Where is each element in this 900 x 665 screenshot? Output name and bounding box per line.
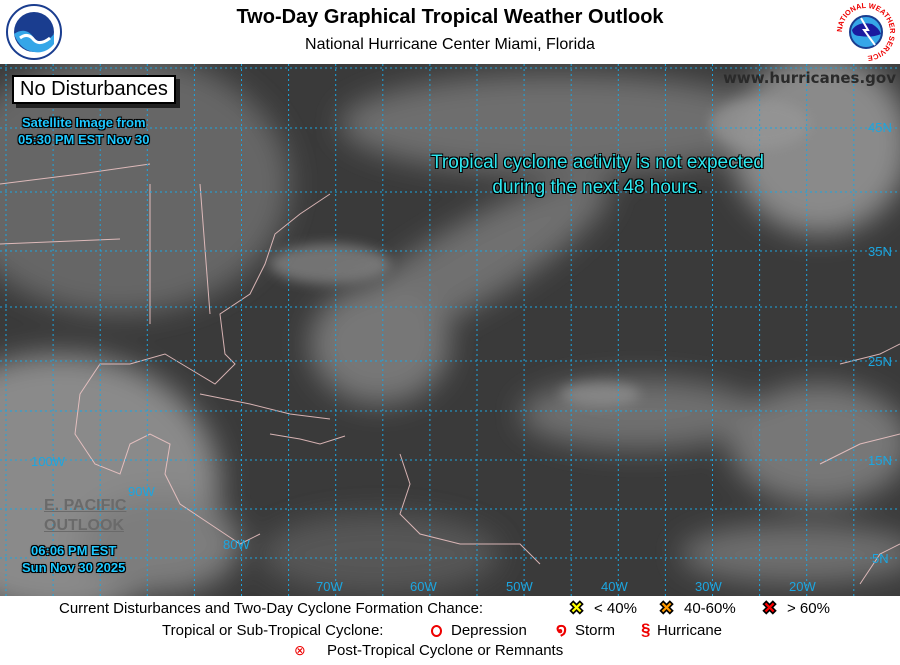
storm-label: Storm [575, 622, 616, 639]
header: Two-Day Graphical Tropical Weather Outlo… [0, 0, 900, 64]
nws-logo: NATIONAL WEATHER SERVICE [836, 2, 896, 62]
satellite-imagery [0, 64, 900, 596]
cyclone-label: Tropical or Sub-Tropical Cyclone: [162, 622, 384, 639]
high-chance-label: > 60% [787, 600, 830, 617]
x-icon-medium: ✖ [658, 598, 675, 619]
epac-line2: OUTLOOK [44, 517, 124, 534]
storm-icon: ໑ [556, 620, 567, 639]
time-line1: 06:06 PM EST [31, 543, 117, 558]
lat-lon-grid [0, 64, 900, 596]
lat-label: 35N [868, 244, 892, 259]
x-icon-low: ✖ [568, 598, 585, 619]
noaa-logo [6, 4, 62, 60]
message-line1: Tropical cyclone activity is not expecte… [430, 152, 764, 173]
lon-label: 30W [695, 579, 722, 594]
time-line2: Sun Nov 30 2025 [22, 560, 126, 575]
post-tropical-icon: ⊗ [294, 642, 306, 658]
lon-label: 80W [223, 537, 250, 552]
lat-label: 45N [868, 120, 892, 135]
lon-label: 60W [410, 579, 437, 594]
lat-label: 5N [872, 551, 889, 566]
lat-label: 25N [868, 354, 892, 369]
lon-label: 70W [316, 579, 343, 594]
message-line2: during the next 48 hours. [492, 177, 703, 198]
x-icon-high: ✖ [761, 598, 778, 619]
legend: Current Disturbances and Two-Day Cyclone… [0, 596, 900, 665]
lon-label: 40W [601, 579, 628, 594]
lon-label: 20W [789, 579, 816, 594]
page-title: Two-Day Graphical Tropical Weather Outlo… [236, 6, 664, 28]
depression-label: Depression [451, 622, 527, 639]
satellite-line1: Satellite Image from [21, 115, 146, 130]
issuance-time: 06:06 PM EST Sun Nov 30 2025 [22, 542, 125, 576]
lon-label: 100W [31, 454, 65, 469]
hurricane-label: Hurricane [657, 622, 723, 639]
depression-icon [431, 625, 442, 637]
lon-label: 50W [506, 579, 533, 594]
satellite-time: Satellite Image from 05:30 PM EST Nov 30 [18, 114, 150, 148]
east-pacific-outlook-link[interactable]: E. PACIFIC OUTLOOK [44, 496, 126, 536]
lon-label: 90W [128, 484, 155, 499]
lat-label: 15N [868, 453, 892, 468]
satellite-map[interactable]: No Disturbances Satellite Image from 05:… [0, 64, 900, 596]
website-watermark: www.hurricanes.gov [723, 69, 896, 87]
epac-line1: E. PACIFIC [44, 497, 127, 514]
coastlines [0, 163, 900, 585]
hurricane-icon: § [641, 620, 651, 639]
post-tropical-label: Post-Tropical Cyclone or Remnants [327, 642, 564, 659]
no-disturbances-box: No Disturbances [12, 75, 176, 104]
outlook-message: Tropical cyclone activity is not expecte… [380, 150, 815, 200]
satellite-line2: 05:30 PM EST Nov 30 [18, 132, 150, 147]
formation-chance-label: Current Disturbances and Two-Day Cyclone… [59, 600, 484, 617]
page-subtitle: National Hurricane Center Miami, Florida [305, 36, 595, 53]
medium-chance-label: 40-60% [684, 600, 736, 617]
low-chance-label: < 40% [594, 600, 637, 617]
